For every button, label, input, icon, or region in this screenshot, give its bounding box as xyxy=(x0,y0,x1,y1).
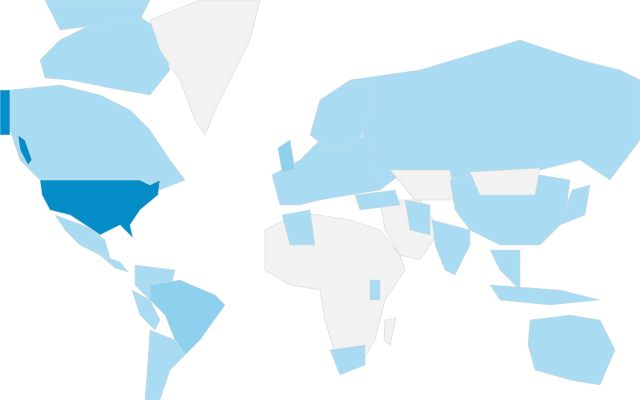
region-africa[interactable] xyxy=(264,211,406,371)
country-japan[interactable] xyxy=(559,184,591,226)
country-south-africa[interactable] xyxy=(329,344,366,376)
country-united-kingdom[interactable] xyxy=(277,139,296,173)
country-turkey[interactable] xyxy=(354,189,401,211)
country-greenland[interactable] xyxy=(149,0,261,136)
country-usa-alaska-panhandle[interactable] xyxy=(17,134,33,166)
country-central-america[interactable] xyxy=(99,254,129,273)
country-argentina-chile[interactable] xyxy=(144,329,186,400)
country-canada-baffin[interactable] xyxy=(44,0,151,31)
country-madagascar[interactable] xyxy=(383,317,397,346)
country-brazil[interactable] xyxy=(149,279,226,356)
country-mongolia[interactable] xyxy=(469,167,541,196)
country-indonesia[interactable] xyxy=(489,284,601,306)
country-iran[interactable] xyxy=(404,199,431,236)
country-canada[interactable] xyxy=(9,84,186,191)
country-peru[interactable] xyxy=(131,289,161,331)
country-india[interactable] xyxy=(431,219,471,276)
country-australia[interactable] xyxy=(527,314,616,386)
country-kenya[interactable] xyxy=(369,279,381,301)
country-usa-alaska[interactable] xyxy=(0,89,11,136)
country-usa[interactable] xyxy=(39,179,161,239)
region-europe[interactable] xyxy=(271,129,381,206)
country-algeria[interactable] xyxy=(281,209,316,246)
country-scandinavia[interactable] xyxy=(309,79,376,151)
